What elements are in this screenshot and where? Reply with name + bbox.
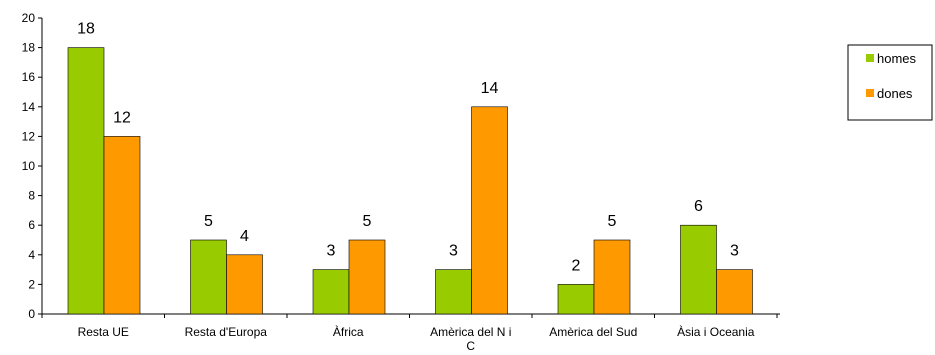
y-tick-label: 10 <box>22 159 36 173</box>
data-label-homes: 3 <box>327 243 336 260</box>
bar-homes <box>190 239 227 315</box>
y-axis: 0 2 4 6 8 10 12 14 16 18 20 <box>22 11 43 321</box>
y-tick-label: 18 <box>22 41 36 55</box>
data-label-dones: 14 <box>481 80 499 97</box>
y-tick-label: 14 <box>22 100 36 114</box>
x-tick-label: Àfrica <box>333 324 364 339</box>
bar-dones <box>103 136 141 315</box>
x-tick-label: Amèrica del Sud <box>549 325 637 339</box>
bar-homes <box>67 47 105 315</box>
data-label-dones: 3 <box>730 243 739 260</box>
bar-dones <box>471 106 508 315</box>
bar-homes <box>312 269 350 315</box>
data-label-homes: 3 <box>449 243 458 260</box>
y-tick-label: 6 <box>28 218 35 232</box>
bar-homes <box>435 269 472 315</box>
bar-homes <box>557 284 595 315</box>
legend: homes dones <box>847 44 933 121</box>
bar-dones <box>593 239 631 315</box>
data-label-dones: 5 <box>363 213 372 230</box>
x-tick-label: Resta d'Europa <box>185 325 268 339</box>
data-label-dones: 4 <box>240 228 249 245</box>
y-tick-label: 20 <box>22 11 36 25</box>
bar-dones <box>716 269 753 315</box>
value-labels: 18 5 3 3 2 6 12 4 5 14 5 3 <box>77 21 739 275</box>
data-label-homes: 6 <box>694 198 703 215</box>
y-tick-label: 2 <box>28 277 35 291</box>
legend-label-homes: homes <box>877 51 917 66</box>
legend-swatch-homes <box>866 54 874 62</box>
bar-dones <box>348 239 386 315</box>
data-label-homes: 2 <box>572 257 581 274</box>
x-tick-label: Àsia i Oceania <box>677 324 755 339</box>
x-tick-label: Resta UE <box>78 325 129 339</box>
legend-box <box>847 44 933 121</box>
bar-dones <box>226 254 263 315</box>
data-label-dones: 12 <box>113 109 131 126</box>
data-label-homes: 5 <box>204 213 213 230</box>
x-axis: Resta UE Resta d'Europa Àfrica Amèrica del … <box>41 313 780 353</box>
data-label-homes: 18 <box>77 21 95 38</box>
bar-homes <box>680 224 717 315</box>
y-tick-label: 0 <box>28 307 35 321</box>
legend-label-dones: dones <box>877 86 913 101</box>
bars <box>67 47 753 315</box>
y-tick-label: 16 <box>22 70 36 84</box>
legend-swatch-dones <box>866 89 874 97</box>
data-label-dones: 5 <box>608 213 617 230</box>
y-tick-label: 12 <box>22 129 36 143</box>
y-tick-label: 8 <box>28 189 35 203</box>
y-tick-label: 4 <box>28 248 35 262</box>
